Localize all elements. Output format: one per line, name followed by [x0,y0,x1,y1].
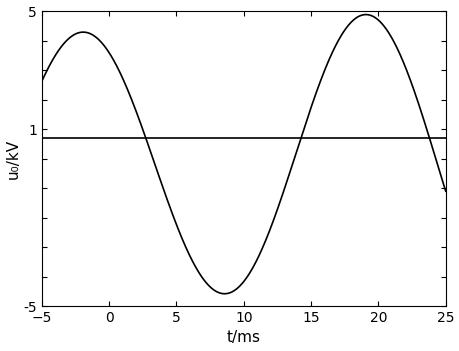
Y-axis label: u₀/kV: u₀/kV [6,139,21,179]
X-axis label: t/ms: t/ms [226,330,260,345]
